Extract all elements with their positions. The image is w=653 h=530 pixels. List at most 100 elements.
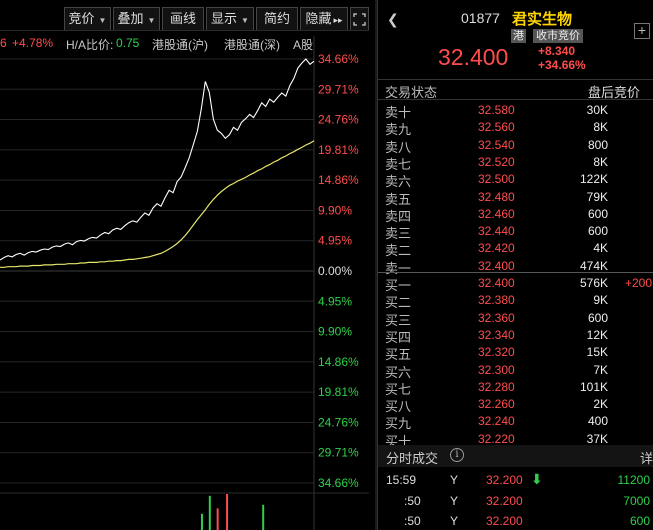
connect-sh-link[interactable]: 港股通(沪) (152, 38, 208, 52)
ask-price: 32.540 (478, 137, 515, 152)
bid-row[interactable]: 买一 32.400 576K +200 (378, 274, 653, 293)
prev-stock-button[interactable]: ❮ (387, 11, 399, 27)
price-line (0, 58, 315, 261)
change-pct: +4.78% (12, 36, 54, 50)
bid-level-label: 买三 (385, 312, 412, 328)
trade-time: 15:59 (386, 473, 417, 487)
volume-bar (226, 494, 229, 530)
price-change: +8.340 (538, 44, 576, 58)
bid-volume: 101K (579, 379, 608, 394)
trade-volume: 7000 (623, 493, 650, 508)
ask-row[interactable]: 卖八 32.540 800 (378, 136, 653, 155)
bid-row[interactable]: 买四 32.340 12K (378, 326, 653, 345)
trades-header (378, 445, 653, 467)
bid-level-label: 买一 (385, 278, 412, 293)
quote-panel: ❮ 01877 君实生物 + 港 收市竞价 32.400 +8.340 +34.… (378, 0, 653, 530)
bid-level-label: 买八 (385, 399, 412, 415)
bid-price: 32.260 (478, 397, 515, 412)
stock-name: 君实生物 (512, 11, 573, 28)
ask-price: 32.400 (478, 258, 515, 273)
trade-volume: 600 (629, 514, 650, 528)
bid-price: 32.300 (478, 362, 515, 377)
trades-title[interactable]: 分时成交 (386, 451, 439, 466)
ask-row[interactable]: 卖五 32.480 79K (378, 188, 653, 207)
simple-mode-button[interactable]: 简约 (256, 7, 298, 31)
price-chart[interactable]: 34.66% 29.71% 24.76% 19.81% 14.86% 9.90% 4.95%… (0, 0, 369, 530)
trade-direction: Y (450, 514, 459, 528)
auction-badge: 收市竞价 (533, 29, 583, 43)
bid-row[interactable]: 买三 32.360 600 (378, 309, 653, 328)
change-prefix: 6 (0, 36, 7, 50)
bid-volume: 400 (587, 414, 608, 429)
y-tick-label-up: 34.66% (318, 52, 359, 66)
info-icon[interactable]: i (450, 448, 464, 462)
trade-row[interactable]: :50 Y 32.200 600 (378, 512, 653, 530)
ha-ratio-value: 0.75 (116, 36, 140, 50)
bid-row[interactable]: 买七 32.280 101K (378, 378, 653, 397)
ask-row[interactable]: 卖六 32.500 122K (378, 170, 653, 189)
y-tick-label-down: 29.71% (318, 446, 359, 460)
overlay-menu-button[interactable]: 叠加 ▼ (113, 7, 160, 31)
bid-row[interactable]: 买九 32.240 400 (378, 412, 653, 431)
divider (378, 79, 653, 80)
hide-button[interactable]: 隐藏 ▸▸ (300, 7, 348, 31)
ask-row[interactable]: 卖十 32.580 30K (378, 101, 653, 120)
avg-price-line (0, 140, 315, 268)
ask-price: 32.500 (478, 172, 515, 187)
ask-volume: 600 (587, 224, 608, 239)
ask-price: 32.440 (478, 224, 515, 239)
ask-price: 32.420 (478, 241, 515, 256)
y-tick-label-up: 19.81% (318, 143, 359, 157)
add-watchlist-button[interactable]: + (634, 23, 650, 39)
ask-row[interactable]: 卖四 32.460 600 (378, 205, 653, 224)
ask-price: 32.580 (478, 103, 515, 117)
ha-ratio-label: H/A比价: (66, 38, 114, 52)
trade-direction: Y (450, 473, 459, 487)
trade-price: 32.200 (486, 514, 523, 528)
bid-level-label: 买五 (385, 347, 412, 363)
ask-volume: 800 (587, 137, 608, 152)
draw-line-button[interactable]: 画线 (162, 7, 204, 31)
ask-row[interactable]: 卖七 32.520 8K (378, 153, 653, 172)
y-tick-label-up: 4.95% (318, 234, 352, 248)
ask-price: 32.520 (478, 154, 515, 169)
ask-row[interactable]: 卖一 32.400 474K (378, 257, 653, 276)
caret-down-icon: ▼ (98, 16, 107, 25)
ask-row[interactable]: 卖九 32.560 8K (378, 118, 653, 137)
trade-status-value: 盘后竞价 (588, 85, 641, 100)
y-tick-label-down: 24.76% (318, 415, 359, 429)
y-tick-label-up: 29.71% (318, 82, 359, 96)
ask-level-label: 卖八 (385, 139, 412, 155)
bid-level-label: 买二 (385, 295, 412, 311)
connect-sz-link[interactable]: 港股通(深) (224, 38, 280, 52)
trades-detail-link[interactable]: 详 (640, 451, 653, 466)
expand-icon[interactable] (350, 7, 369, 31)
trade-time: :50 (404, 514, 421, 528)
ask-row[interactable]: 卖三 32.440 600 (378, 222, 653, 241)
a-share-link[interactable]: A股 (293, 38, 314, 52)
bid-row[interactable]: 买六 32.300 7K (378, 361, 653, 380)
double-arrow-right-icon: ▸▸ (333, 15, 343, 25)
panel-divider-line (377, 0, 378, 530)
ask-row[interactable]: 卖二 32.420 4K (378, 239, 653, 258)
display-menu-button[interactable]: 显示 ▼ (206, 7, 254, 31)
bid-volume: 600 (587, 310, 608, 325)
y-tick-label-down: 4.95% (318, 294, 352, 308)
caret-down-icon: ▼ (147, 16, 156, 25)
toolbar-divider (0, 30, 369, 31)
ask-level-label: 卖十 (385, 105, 412, 120)
divider (378, 99, 653, 100)
ask-volume: 8K (593, 154, 608, 169)
bid-row[interactable]: 买五 32.320 15K (378, 343, 653, 363)
ask-volume: 4K (593, 241, 608, 256)
trade-row[interactable]: :50 Y 32.200 7000 (378, 492, 653, 511)
ask-price: 32.560 (478, 120, 515, 135)
trade-row[interactable]: 15:59 Y 32.200 ⬇ 11200 (378, 471, 653, 490)
bid-price: 32.220 (478, 431, 515, 446)
auction-menu-button[interactable]: 竞价 ▼ (64, 7, 111, 31)
bid-level-label: 买四 (385, 329, 412, 345)
bid-row[interactable]: 买十 32.220 37K (378, 430, 653, 449)
bid-row[interactable]: 买二 32.380 9K (378, 291, 653, 311)
bid-price: 32.240 (478, 414, 515, 429)
bid-row[interactable]: 买八 32.260 2K (378, 395, 653, 415)
